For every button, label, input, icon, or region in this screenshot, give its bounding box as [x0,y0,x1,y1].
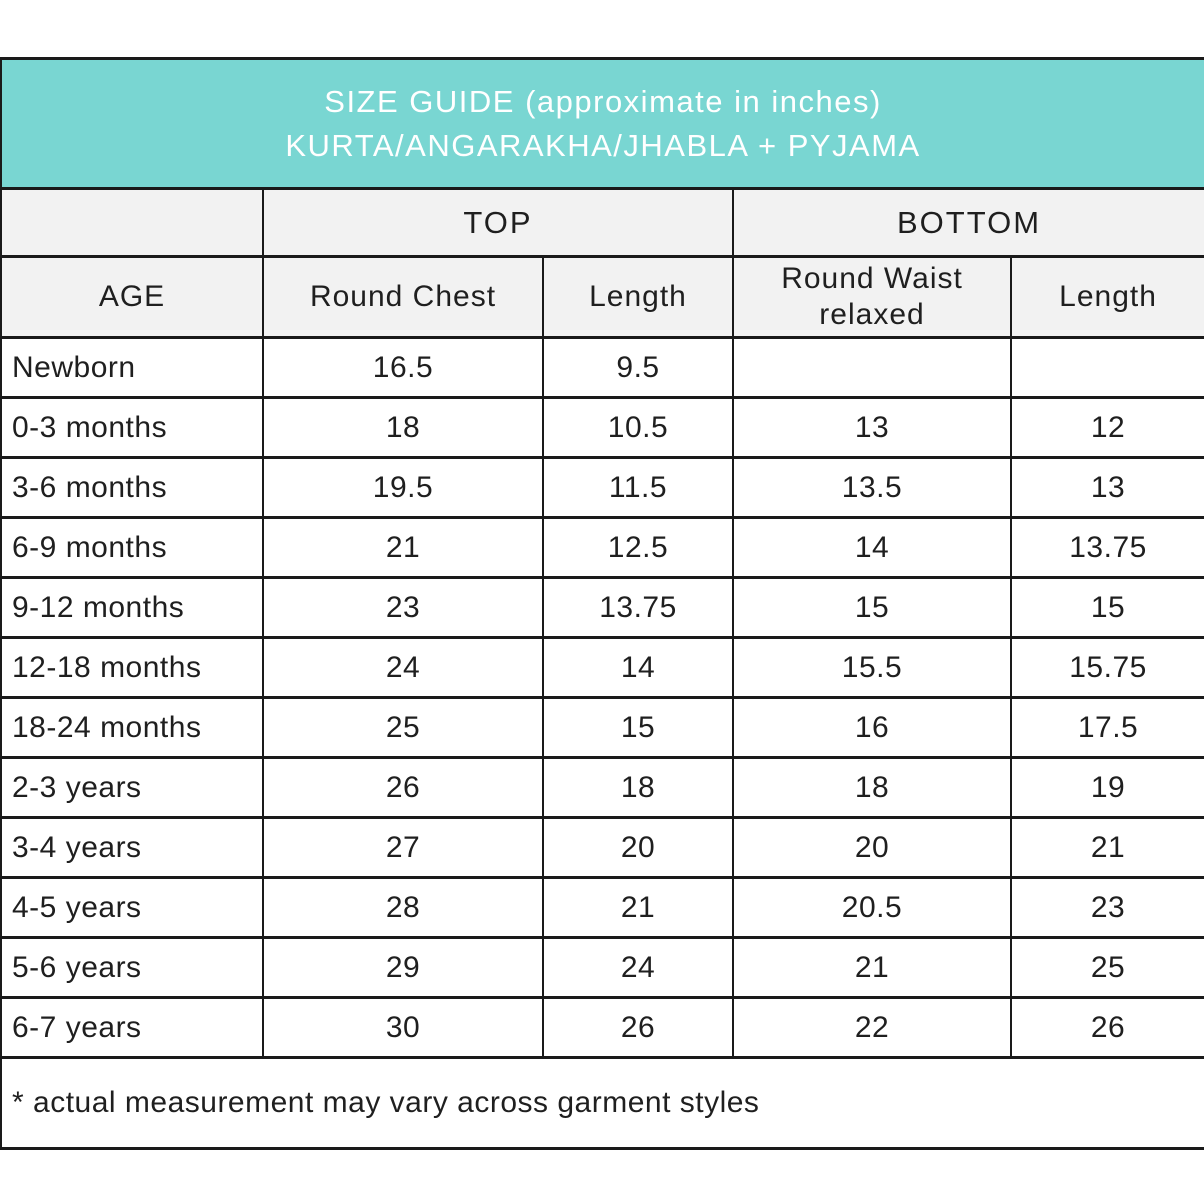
bottom-length-cell: 13.75 [1009,516,1204,579]
title-row: SIZE GUIDE (approximate in inches) KURTA… [0,57,1204,190]
bottom-length-cell [1009,336,1204,399]
table-row: 4-5 years 28 21 20.5 23 [0,876,1204,939]
round-chest-cell: 16.5 [262,336,544,399]
column-header-row: AGE Round Chest Length Round Waist relax… [0,255,1204,339]
age-cell: 3-6 months [0,456,264,519]
bottom-length-cell: 12 [1009,396,1204,459]
group-header-bottom: BOTTOM [731,187,1204,258]
age-cell: 6-7 years [0,996,264,1059]
table-row: Newborn 16.5 9.5 [0,336,1204,399]
bottom-length-cell: 25 [1009,936,1204,999]
size-guide-title-line1: SIZE GUIDE (approximate in inches) [324,83,882,119]
age-cell: 5-6 years [0,936,264,999]
round-chest-cell: 24 [262,636,544,699]
round-chest-cell: 26 [262,756,544,819]
top-length-cell: 15 [542,696,734,759]
round-chest-cell: 29 [262,936,544,999]
footnote-row: * actual measurement may vary across gar… [0,1056,1204,1150]
top-length-cell: 14 [542,636,734,699]
round-waist-cell: 18 [732,756,1012,819]
size-table-body: SIZE GUIDE (approximate in inches) KURTA… [0,57,1204,1150]
round-waist-cell: 20.5 [732,876,1012,939]
round-waist-cell: 14 [732,516,1012,579]
table-row: 18-24 months 25 15 16 17.5 [0,696,1204,759]
top-length-cell: 13.75 [542,576,734,639]
round-waist-cell: 22 [732,996,1012,1059]
top-length-cell: 12.5 [542,516,734,579]
top-length-cell: 24 [542,936,734,999]
round-waist-cell: 21 [732,936,1012,999]
bottom-length-cell: 13 [1009,456,1204,519]
column-header-age: AGE [0,255,264,339]
age-cell: 6-9 months [0,516,264,579]
round-chest-cell: 28 [262,876,544,939]
footnote-text: * actual measurement may vary across gar… [0,1056,1204,1150]
table-row: 5-6 years 29 24 21 25 [0,936,1204,999]
bottom-length-cell: 15 [1009,576,1204,639]
age-cell: 0-3 months [0,396,264,459]
top-length-cell: 9.5 [542,336,734,399]
size-guide-title-line2: KURTA/ANGARAKHA/JHABLA + PYJAMA [285,127,921,163]
top-length-cell: 21 [542,876,734,939]
age-cell: 12-18 months [0,636,264,699]
table-row: 2-3 years 26 18 18 19 [0,756,1204,819]
group-header-top: TOP [262,187,734,258]
bottom-length-cell: 17.5 [1009,696,1204,759]
round-chest-cell: 21 [262,516,544,579]
bottom-length-cell: 26 [1009,996,1204,1059]
table-row: 12-18 months 24 14 15.5 15.75 [0,636,1204,699]
column-header-round-waist: Round Waist relaxed [732,255,1012,339]
bottom-length-cell: 15.75 [1009,636,1204,699]
age-cell: Newborn [0,336,264,399]
top-length-cell: 26 [542,996,734,1059]
top-length-cell: 20 [542,816,734,879]
table-row: 3-6 months 19.5 11.5 13.5 13 [0,456,1204,519]
round-chest-cell: 19.5 [262,456,544,519]
top-length-cell: 10.5 [542,396,734,459]
column-header-round-waist-line2: relaxed [819,298,925,331]
column-header-bottom-length: Length [1009,255,1204,339]
round-chest-cell: 18 [262,396,544,459]
round-waist-cell: 16 [732,696,1012,759]
age-cell: 2-3 years [0,756,264,819]
group-header-empty-cell [0,187,264,258]
size-guide-title: SIZE GUIDE (approximate in inches) KURTA… [0,57,1204,190]
table-row: 3-4 years 27 20 20 21 [0,816,1204,879]
age-cell: 4-5 years [0,876,264,939]
round-waist-cell [732,336,1012,399]
table-row: 6-9 months 21 12.5 14 13.75 [0,516,1204,579]
top-length-cell: 18 [542,756,734,819]
age-cell: 3-4 years [0,816,264,879]
round-waist-cell: 13 [732,396,1012,459]
age-cell: 18-24 months [0,696,264,759]
column-header-round-waist-line1: Round Waist [781,262,963,295]
round-waist-cell: 13.5 [732,456,1012,519]
round-waist-cell: 20 [732,816,1012,879]
table-row: 9-12 months 23 13.75 15 15 [0,576,1204,639]
round-chest-cell: 23 [262,576,544,639]
column-header-round-chest: Round Chest [262,255,544,339]
group-header-row: TOP BOTTOM [0,187,1204,258]
table-row: 0-3 months 18 10.5 13 12 [0,396,1204,459]
bottom-length-cell: 23 [1009,876,1204,939]
round-waist-cell: 15.5 [732,636,1012,699]
round-chest-cell: 27 [262,816,544,879]
round-chest-cell: 30 [262,996,544,1059]
bottom-length-cell: 21 [1009,816,1204,879]
round-chest-cell: 25 [262,696,544,759]
age-cell: 9-12 months [0,576,264,639]
top-length-cell: 11.5 [542,456,734,519]
round-waist-cell: 15 [732,576,1012,639]
size-guide-table: SIZE GUIDE (approximate in inches) KURTA… [0,57,1204,1150]
bottom-length-cell: 19 [1009,756,1204,819]
column-header-top-length: Length [542,255,734,339]
table-row: 6-7 years 30 26 22 26 [0,996,1204,1059]
